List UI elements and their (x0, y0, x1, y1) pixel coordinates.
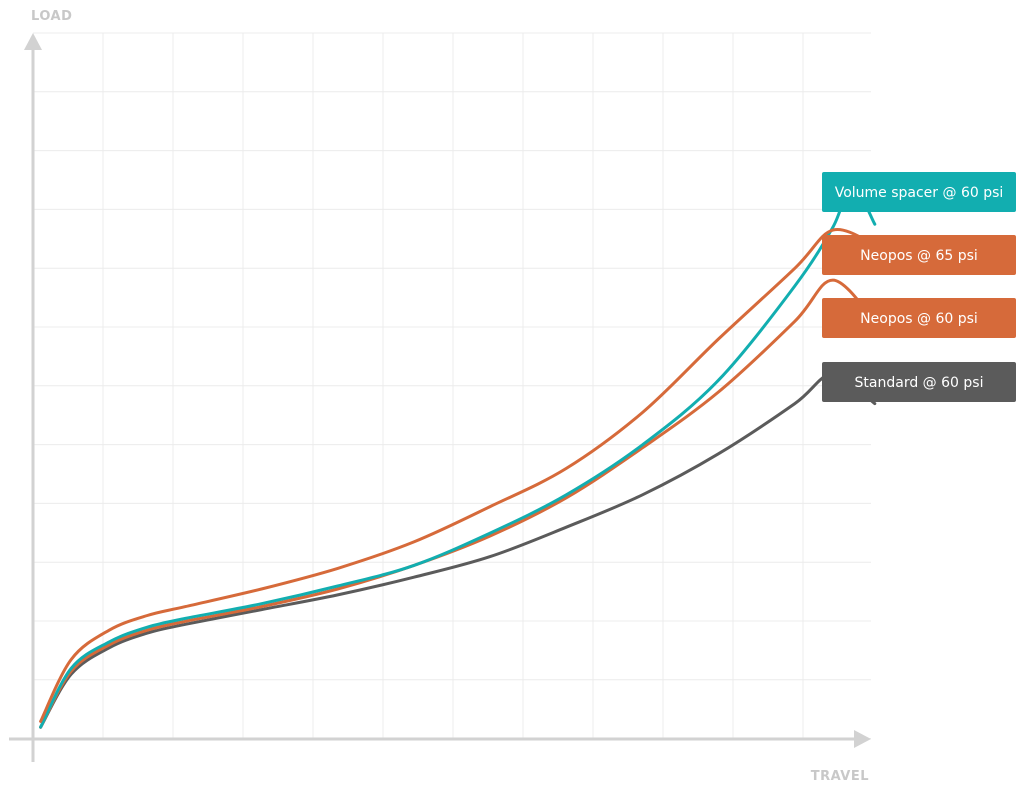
legend-item-3: Standard @ 60 psi (822, 362, 1016, 402)
series-group (39, 184, 877, 729)
y-axis-title: LOAD (31, 9, 72, 24)
legend-item-1: Neopos @ 65 psi (822, 235, 1016, 275)
legend-swatch (822, 235, 1016, 275)
axes: LOAD TRAVEL (9, 9, 871, 784)
legend-label: Neopos @ 60 psi (860, 311, 978, 327)
legend-label: Neopos @ 65 psi (860, 248, 978, 264)
legend-label: Standard @ 60 psi (855, 375, 984, 391)
series-line-1 (39, 228, 877, 723)
x-axis-arrow (854, 730, 871, 748)
legend-item-2: Neopos @ 60 psi (822, 298, 1016, 338)
legend: Volume spacer @ 60 psi Neopos @ 65 psi Neo… (822, 172, 1016, 402)
series-line-0 (39, 184, 877, 729)
y-axis-arrow (24, 33, 42, 50)
legend-swatch (822, 362, 1016, 402)
legend-swatch (822, 298, 1016, 338)
grid (33, 32, 871, 740)
legend-swatch (822, 172, 1016, 212)
series-line-3 (39, 372, 877, 729)
legend-item-0: Volume spacer @ 60 psi (822, 172, 1016, 212)
x-axis-title: TRAVEL (811, 769, 869, 784)
legend-label: Volume spacer @ 60 psi (835, 185, 1004, 201)
